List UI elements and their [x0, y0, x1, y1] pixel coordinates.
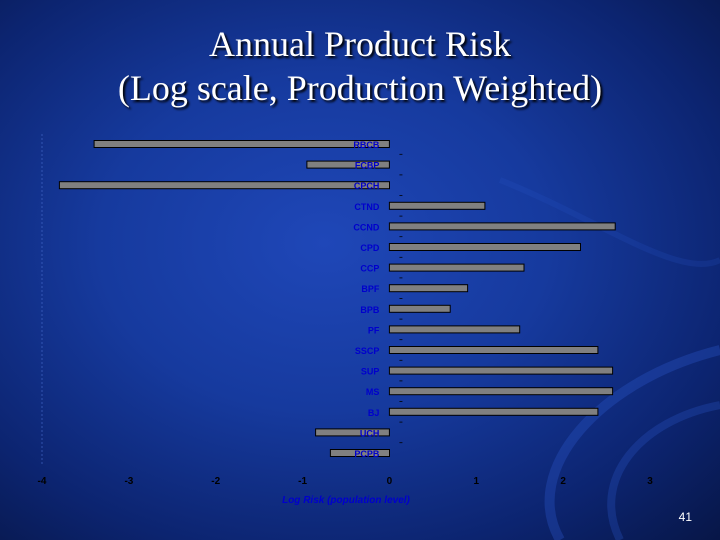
category-labels: RBCB FCBP CPCH CTND CCND CPD CCP BPF BPB PF SSCP SU… — [353, 140, 380, 459]
page-number: 41 — [678, 510, 692, 524]
title-line-2: (Log scale, Production Weighted) — [117, 68, 603, 108]
title-line-1: Annual Product Risk — [209, 24, 511, 64]
category-label-rbcb: RBCB — [353, 140, 379, 150]
x-axis-title: Log Risk (population level) — [282, 495, 410, 506]
bar-bj — [388, 407, 599, 416]
category-label-ccp: CCP — [360, 264, 379, 274]
bar-ms — [388, 387, 614, 396]
category-label-bj: BJ — [368, 408, 380, 418]
bar-cpd — [388, 243, 581, 251]
x-axis: -4 -3 -2 -1 0 1 2 3 — [38, 134, 653, 487]
x-tick-label: -4 — [38, 476, 47, 487]
x-tick-label: -1 — [298, 476, 307, 487]
bar-ccnd — [388, 222, 616, 231]
bar-rbcb — [93, 140, 390, 148]
bar-ccp — [388, 263, 525, 272]
category-label-pf: PF — [368, 325, 380, 335]
category-label-uch: UCH — [360, 428, 380, 438]
bars-group — [58, 140, 616, 457]
category-label-sscp: SSCP — [355, 346, 380, 356]
category-label-sup: SUP — [361, 367, 380, 377]
category-label-bpf: BPF — [361, 284, 380, 294]
x-tick-label: -3 — [124, 476, 133, 487]
x-tick-label: 3 — [647, 476, 653, 487]
category-label-bpb: BPB — [360, 305, 380, 315]
bar-uch — [315, 428, 390, 437]
category-label-pcpb: PCPB — [354, 449, 380, 459]
x-tick-label: -2 — [211, 476, 220, 487]
bar-ctnd — [388, 201, 486, 210]
category-label-ms: MS — [366, 387, 380, 397]
bar-bpb — [388, 304, 451, 313]
x-tick-label: 1 — [474, 476, 480, 487]
x-tick-label: 2 — [560, 476, 566, 487]
bar-pcpb — [329, 449, 390, 457]
bar-sup — [388, 366, 614, 375]
category-label-ctnd: CTND — [354, 202, 379, 212]
x-tick-label: 0 — [387, 476, 393, 487]
bar-fcbp — [306, 160, 390, 169]
category-label-ccnd: CCND — [353, 222, 379, 232]
category-label-fcbp: FCBP — [355, 161, 380, 171]
bar-pf — [388, 325, 521, 334]
category-label-cpch: CPCH — [354, 181, 380, 191]
bar-sscp — [388, 346, 599, 354]
bar-cpch — [58, 181, 391, 190]
slide-title: Annual Product Risk (Log scale, Producti… — [0, 22, 720, 110]
bar-bpf — [388, 284, 469, 293]
category-label-cpd: CPD — [360, 243, 380, 253]
